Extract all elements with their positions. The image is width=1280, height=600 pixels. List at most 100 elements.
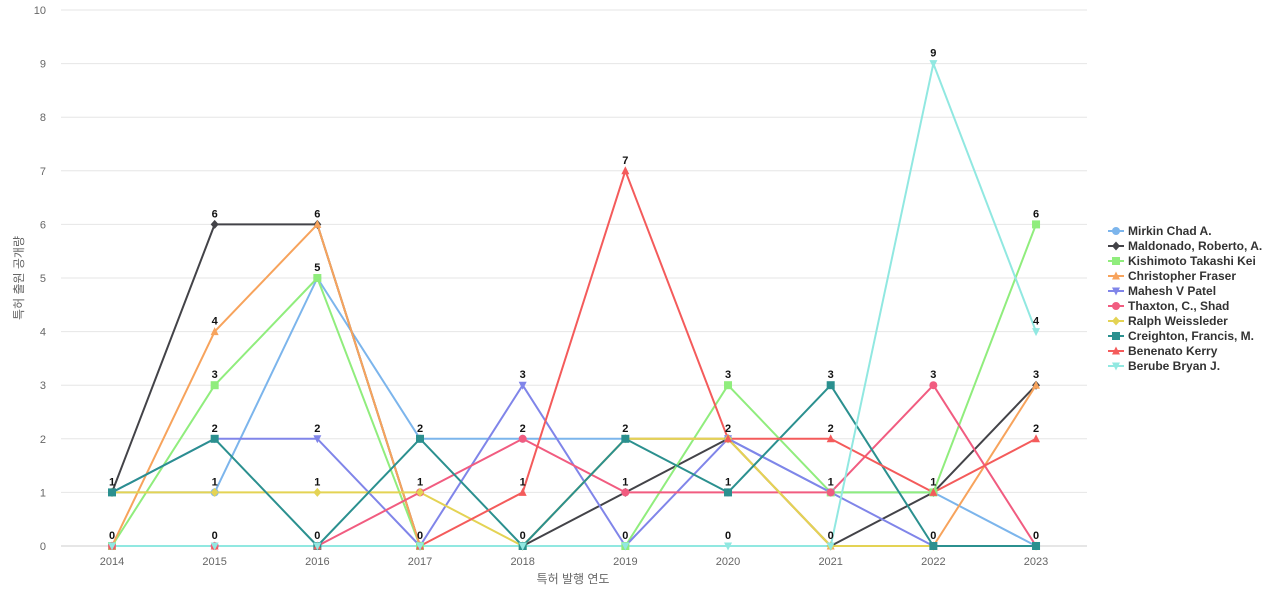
data-point-kishimoto-takashi-kei-2015 [210,381,219,390]
legend-item-thaxton-c-shad[interactable]: Thaxton, C., Shad [1108,299,1229,313]
data-point-mahesh-v-patel-2016 [313,435,322,444]
legend-label-berube-bryan-j: Berube Bryan J. [1128,359,1220,373]
x-tick-label-2020: 2020 [716,556,740,568]
data-point-creighton-francis-m-2020 [724,488,733,497]
data-label-2021-1: 1 [828,476,834,488]
data-point-kishimoto-takashi-kei-2016 [313,274,322,282]
data-label-2020-1: 1 [725,476,731,488]
legend-label-kishimoto-takashi-kei: Kishimoto Takashi Kei [1128,254,1256,268]
data-point-creighton-francis-m-2017 [416,434,425,443]
series-line-thaxton-c-shad [112,384,1037,547]
data-label-2016-5: 5 [314,262,320,274]
data-label-2018-0: 0 [520,530,526,542]
legend-item-maldonado-roberto-a[interactable]: Maldonado, Roberto, A. [1108,239,1262,253]
data-point-christopher-fraser-2015 [210,327,219,336]
y-tick-label-4: 4 [40,327,46,339]
data-label-2018-3: 3 [520,369,526,381]
x-axis-title: 특허 발행 연도 [537,571,610,586]
y-tick-label-0: 0 [40,541,46,553]
data-point-benenato-kerry-2018 [518,487,527,496]
data-point-benenato-kerry-2022 [929,487,938,496]
data-point-creighton-francis-m-2021 [826,381,835,390]
x-tick-label-2019: 2019 [613,556,637,568]
y-tick-label-2: 2 [40,434,46,446]
data-point-berube-bryan-j-2016 [313,542,322,551]
legend-marker-mahesh-v-patel [1112,287,1120,296]
data-label-2016-0: 0 [314,530,320,542]
legend-marker-ralph-weissleder [1112,316,1120,326]
legend-marker-benenato-kerry [1112,346,1120,355]
data-point-thaxton-c-shad-2018 [518,434,527,443]
data-label-2019-1: 1 [622,476,628,488]
data-label-2020-3: 3 [725,369,731,381]
data-label-2017-0: 0 [417,530,423,542]
data-label-2015-1: 1 [212,476,218,488]
data-point-thaxton-c-shad-2022 [929,381,938,390]
data-label-2015-6: 6 [212,208,218,220]
legend-marker-mirkin-chad-a [1112,227,1120,235]
data-point-benenato-kerry-2023 [1032,434,1041,443]
legend-label-mirkin-chad-a: Mirkin Chad A. [1128,224,1212,238]
data-point-berube-bryan-j-2018 [518,542,527,551]
legend-label-ralph-weissleder: Ralph Weissleder [1128,314,1228,328]
legend-item-berube-bryan-j[interactable]: Berube Bryan J. [1108,359,1220,373]
data-point-berube-bryan-j-2014 [108,542,116,551]
data-point-mahesh-v-patel-2018 [518,381,527,390]
data-point-creighton-francis-m-2019 [621,434,630,443]
data-point-creighton-francis-m-2023 [1032,542,1041,550]
y-tick-label-8: 8 [40,112,46,124]
y-tick-label-5: 5 [40,273,46,285]
legend-item-kishimoto-takashi-kei[interactable]: Kishimoto Takashi Kei [1108,254,1256,268]
legend-item-creighton-francis-m[interactable]: Creighton, Francis, M. [1108,329,1254,343]
data-label-2022-3: 3 [930,369,936,381]
data-label-2021-2: 2 [828,423,834,435]
legend-label-creighton-francis-m: Creighton, Francis, M. [1128,329,1254,343]
x-tick-label-2018: 2018 [510,556,534,568]
data-label-2014-0: 0 [109,530,115,542]
legend-marker-creighton-francis-m [1112,332,1120,340]
legend-marker-maldonado-roberto-a [1112,241,1120,251]
data-label-2017-1: 1 [417,476,423,488]
y-tick-label-10: 10 [34,5,46,17]
data-point-creighton-francis-m-2022 [929,542,938,550]
data-label-2021-0: 0 [828,530,834,542]
series-lines [111,62,1037,547]
data-label-2019-0: 0 [622,530,628,542]
data-point-benenato-kerry-2021 [826,434,835,443]
legend-label-mahesh-v-patel: Mahesh V Patel [1128,284,1216,298]
x-tick-label-2023: 2023 [1024,556,1048,568]
data-label-2014-1: 1 [109,476,115,488]
data-point-berube-bryan-j-2021 [826,542,835,551]
legend-marker-kishimoto-takashi-kei [1112,257,1120,265]
data-label-2015-3: 3 [212,369,218,381]
legend-item-mirkin-chad-a[interactable]: Mirkin Chad A. [1108,224,1212,238]
data-point-ralph-weissleder-2016 [313,487,322,497]
data-point-maldonado-roberto-a-2015 [210,219,219,229]
y-axis-ticks: 0 1 2 3 4 5 6 7 8 9 10 [34,5,46,553]
legend-item-ralph-weissleder[interactable]: Ralph Weissleder [1108,314,1228,328]
data-label-2015-0: 0 [212,530,218,542]
data-label-2021-3: 3 [828,369,834,381]
data-labels: 1 0 6 4 3 2 1 0 6 5 2 1 0 2 1 0 3 2 1 0 7 2 1 0 3 2 1 0 3 2 1 0 9 3 1 0 6 4 3 2… [109,48,1040,542]
y-tick-label-7: 7 [40,166,46,178]
y-tick-label-9: 9 [40,59,46,71]
data-label-2023-2: 2 [1033,423,1039,435]
data-point-creighton-francis-m-2014 [108,488,116,497]
data-label-2023-6: 6 [1033,208,1039,220]
legend-item-christopher-fraser[interactable]: Christopher Fraser [1108,269,1236,283]
data-label-2018-1: 1 [520,476,526,488]
data-label-2023-4: 4 [1033,316,1040,328]
data-label-2015-2: 2 [212,423,218,435]
legend-item-benenato-kerry[interactable]: Benenato Kerry [1108,344,1218,358]
legend-item-mahesh-v-patel[interactable]: Mahesh V Patel [1108,284,1216,298]
data-point-thaxton-c-shad-2019 [621,488,630,497]
series-line-mirkin-chad-a [112,277,1037,547]
data-point-creighton-francis-m-2015 [210,434,219,443]
data-label-2020-2: 2 [725,423,731,435]
data-label-2016-1: 1 [314,476,320,488]
data-point-berube-bryan-j-2019 [621,542,630,551]
legend-label-benenato-kerry: Benenato Kerry [1128,344,1218,358]
data-label-2022-1: 1 [930,476,936,488]
